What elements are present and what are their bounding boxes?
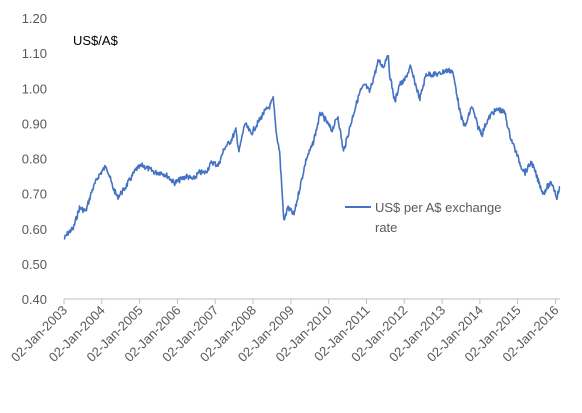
y-tick-label: 1.20 bbox=[22, 11, 47, 26]
legend: US$ per A$ exchange rate bbox=[345, 200, 505, 235]
y-axis-ticks: 1.20 1.10 1.00 0.90 0.80 0.70 0.60 0.50 0.40 bbox=[22, 11, 47, 307]
y-tick-label: 0.60 bbox=[22, 222, 47, 237]
x-axis-ticks: 02-Jan-200302-Jan-200402-Jan-200502-Jan-… bbox=[8, 299, 562, 365]
y-tick-label: 0.40 bbox=[22, 292, 47, 307]
y-tick-label: 0.70 bbox=[22, 187, 47, 202]
y-tick-label: 0.50 bbox=[22, 257, 47, 272]
y-tick-label: 1.00 bbox=[22, 81, 47, 96]
y-tick-label: 1.10 bbox=[22, 46, 47, 61]
y-tick-label: 0.90 bbox=[22, 116, 47, 131]
legend-label: US$ per A$ exchange rate bbox=[375, 200, 505, 235]
unit-label: US$/A$ bbox=[73, 33, 119, 48]
series-line bbox=[63, 54, 561, 240]
y-tick-label: 0.80 bbox=[22, 152, 47, 167]
